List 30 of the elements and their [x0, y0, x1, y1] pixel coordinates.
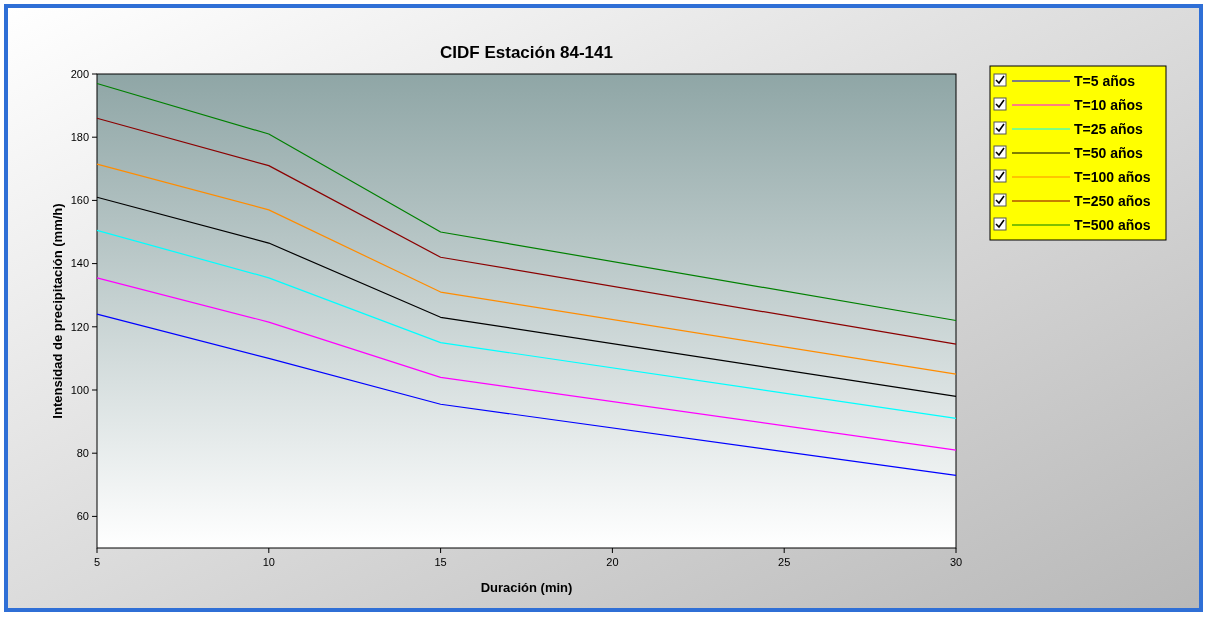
x-axis-title: Duración (min) — [480, 580, 573, 595]
legend-label: T=100 años — [1074, 168, 1151, 185]
x-tick-label: 30 — [949, 556, 963, 568]
legend-label: T=50 años — [1074, 144, 1144, 161]
y-tick-label: 80 — [76, 447, 89, 460]
x-tick-label: 20 — [606, 556, 619, 568]
x-tick-label: 10 — [262, 556, 275, 568]
line-series — [96, 277, 957, 451]
line-series — [96, 313, 957, 476]
y-tick-label: 180 — [70, 131, 89, 144]
y-tick-label: 140 — [70, 257, 89, 270]
legend-label: T=250 años — [1074, 192, 1151, 209]
x-tick-label: 5 — [93, 556, 101, 568]
y-tick-label: 100 — [70, 383, 89, 396]
y-axis-title: Intensidad de precipitación (mm/h) — [50, 203, 65, 419]
legend-label: T=25 años — [1074, 120, 1144, 137]
line-series — [96, 229, 957, 420]
y-tick-label: 120 — [70, 320, 89, 333]
legend-label: T=10 años — [1074, 96, 1144, 113]
y-tick-label: 200 — [70, 67, 89, 80]
legend-label: T=5 años — [1074, 72, 1136, 89]
line-series — [96, 82, 957, 322]
line-series — [96, 117, 957, 345]
legend-label: T=500 años — [1074, 216, 1151, 233]
y-tick-label: 60 — [76, 510, 89, 523]
chart-title: CIDF Estación 84-141 — [440, 43, 613, 62]
x-tick-label: 15 — [434, 556, 447, 568]
x-tick-label: 25 — [778, 556, 791, 568]
y-tick-label: 160 — [70, 194, 89, 207]
line-series — [96, 163, 957, 375]
